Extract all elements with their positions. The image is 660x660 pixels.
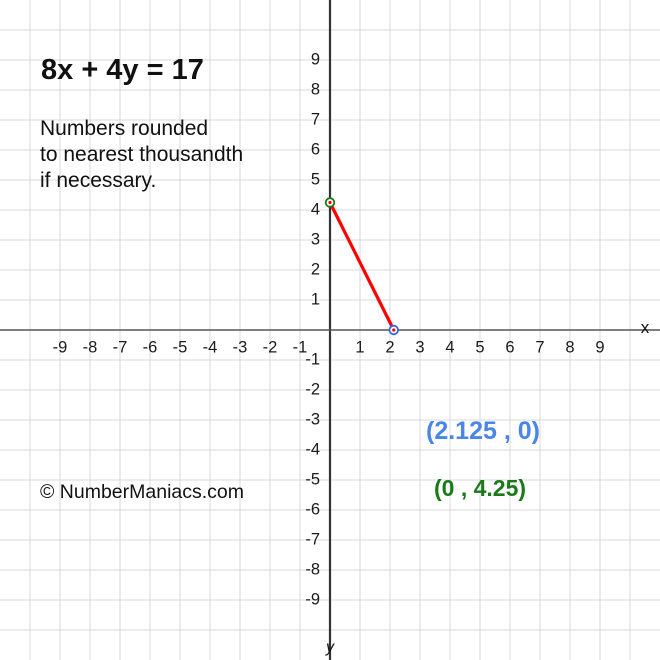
svg-text:6: 6 [311, 140, 320, 158]
svg-text:4: 4 [311, 200, 320, 218]
svg-text:-3: -3 [233, 338, 248, 356]
svg-text:4: 4 [445, 338, 454, 356]
svg-text:y: y [325, 639, 335, 656]
svg-text:8: 8 [311, 80, 320, 98]
svg-text:9: 9 [311, 50, 320, 68]
svg-text:-9: -9 [305, 590, 320, 608]
svg-text:x: x [641, 318, 650, 337]
svg-text:8: 8 [565, 338, 574, 356]
svg-text:1: 1 [311, 290, 320, 308]
svg-text:-4: -4 [203, 338, 218, 356]
svg-text:2: 2 [311, 260, 320, 278]
svg-text:-7: -7 [113, 338, 128, 356]
svg-text:-8: -8 [83, 338, 98, 356]
svg-text:6: 6 [505, 338, 514, 356]
svg-text:7: 7 [311, 110, 320, 128]
svg-text:-6: -6 [305, 500, 320, 518]
svg-text:-1: -1 [305, 350, 320, 368]
svg-text:-9: -9 [53, 338, 68, 356]
svg-text:5: 5 [311, 170, 320, 188]
svg-text:5: 5 [475, 338, 484, 356]
svg-text:2: 2 [385, 338, 394, 356]
svg-text:-5: -5 [305, 470, 320, 488]
svg-text:-2: -2 [305, 380, 320, 398]
svg-text:1: 1 [355, 338, 364, 356]
svg-text:-7: -7 [305, 530, 320, 548]
svg-text:-6: -6 [143, 338, 158, 356]
svg-text:-2: -2 [263, 338, 278, 356]
svg-text:-5: -5 [173, 338, 188, 356]
svg-text:-8: -8 [305, 560, 320, 578]
svg-text:3: 3 [311, 230, 320, 248]
svg-text:7: 7 [535, 338, 544, 356]
svg-text:3: 3 [415, 338, 424, 356]
svg-text:-4: -4 [305, 440, 320, 458]
svg-text:9: 9 [595, 338, 604, 356]
svg-text:-3: -3 [305, 410, 320, 428]
